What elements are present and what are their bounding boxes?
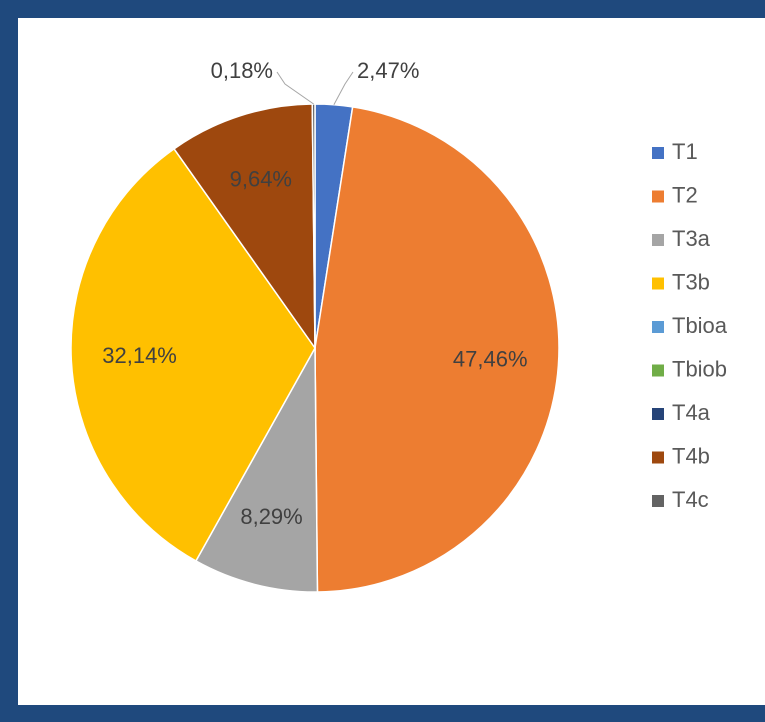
legend-label: T1: [672, 139, 698, 164]
legend-label: T4c: [672, 487, 709, 512]
legend-label: Tbioa: [672, 313, 728, 338]
legend-swatch: [652, 408, 664, 420]
legend-swatch: [652, 277, 664, 290]
legend-swatch: [652, 364, 664, 377]
data-label: 9,64%: [230, 167, 292, 192]
data-label: 2,47%: [357, 58, 419, 83]
pie-slice: [70, 147, 316, 562]
pie-slice: [314, 106, 560, 593]
legend-label: T2: [672, 182, 698, 207]
legend-label: T4b: [672, 443, 710, 468]
legend-label: T4a: [672, 400, 711, 425]
pie-slice: [194, 345, 319, 593]
legend-label: Tbiob: [672, 356, 727, 381]
legend-swatch: [652, 190, 664, 203]
data-label: 0,18%: [211, 58, 273, 83]
data-label: 47,46%: [453, 347, 528, 372]
legend-label: T3b: [672, 269, 710, 294]
leader-line: [333, 71, 354, 105]
legend-label: T3a: [672, 226, 711, 251]
pie-slice: [172, 103, 316, 351]
legend-swatch: [652, 147, 664, 159]
legend-swatch: [652, 451, 664, 464]
data-label: 32,14%: [102, 343, 177, 368]
legend-swatch: [652, 495, 664, 507]
leader-line: [276, 71, 314, 105]
data-label: 8,29%: [240, 504, 302, 529]
legend-swatch: [652, 234, 664, 246]
legend-swatch: [652, 321, 664, 333]
